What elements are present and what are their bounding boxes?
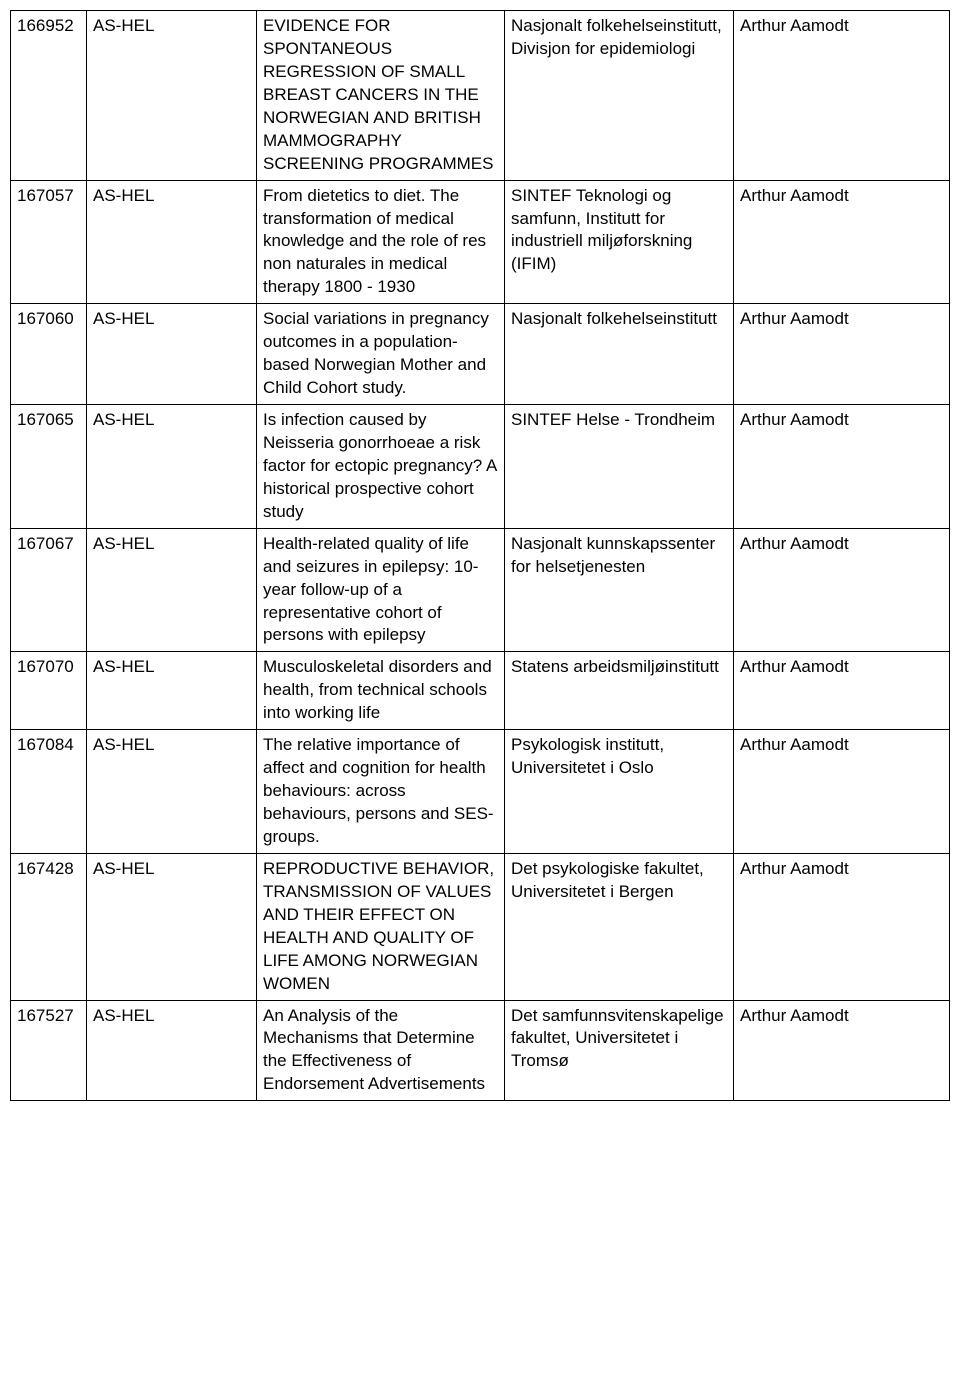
cell-institution: SINTEF Helse - Trondheim <box>505 405 734 529</box>
cell-institution: Nasjonalt kunnskapssenter for helsetjene… <box>505 528 734 652</box>
cell-person: Arthur Aamodt <box>734 853 950 1000</box>
cell-id: 167060 <box>11 304 87 405</box>
data-table: 166952 AS-HEL EVIDENCE FOR SPONTANEOUS R… <box>10 10 950 1101</box>
cell-title: Musculoskeletal disorders and health, fr… <box>257 652 505 730</box>
cell-person: Arthur Aamodt <box>734 180 950 304</box>
cell-institution: Det psykologiske fakultet, Universitetet… <box>505 853 734 1000</box>
cell-id: 167065 <box>11 405 87 529</box>
cell-code: AS-HEL <box>87 304 257 405</box>
cell-code: AS-HEL <box>87 853 257 1000</box>
cell-code: AS-HEL <box>87 528 257 652</box>
cell-code: AS-HEL <box>87 405 257 529</box>
cell-id: 166952 <box>11 11 87 181</box>
cell-person: Arthur Aamodt <box>734 528 950 652</box>
cell-code: AS-HEL <box>87 730 257 854</box>
cell-person: Arthur Aamodt <box>734 730 950 854</box>
table-row: 167527 AS-HEL An Analysis of the Mechani… <box>11 1000 950 1101</box>
cell-id: 167428 <box>11 853 87 1000</box>
cell-title: EVIDENCE FOR SPONTANEOUS REGRESSION OF S… <box>257 11 505 181</box>
table-row: 167084 AS-HEL The relative importance of… <box>11 730 950 854</box>
cell-institution: Statens arbeidsmiljøinstitutt <box>505 652 734 730</box>
cell-code: AS-HEL <box>87 11 257 181</box>
cell-id: 167057 <box>11 180 87 304</box>
table-row: 167060 AS-HEL Social variations in pregn… <box>11 304 950 405</box>
cell-title: Is infection caused by Neisseria gonorrh… <box>257 405 505 529</box>
cell-title: Social variations in pregnancy outcomes … <box>257 304 505 405</box>
cell-institution: Nasjonalt folkehelseinstitutt <box>505 304 734 405</box>
cell-person: Arthur Aamodt <box>734 1000 950 1101</box>
cell-code: AS-HEL <box>87 652 257 730</box>
cell-title: REPRODUCTIVE BEHAVIOR, TRANSMISSION OF V… <box>257 853 505 1000</box>
cell-institution: Det samfunnsvitenskapelige fakultet, Uni… <box>505 1000 734 1101</box>
table-row: 167057 AS-HEL From dietetics to diet. Th… <box>11 180 950 304</box>
table-row: 167428 AS-HEL REPRODUCTIVE BEHAVIOR, TRA… <box>11 853 950 1000</box>
cell-person: Arthur Aamodt <box>734 405 950 529</box>
cell-title: From dietetics to diet. The transformati… <box>257 180 505 304</box>
table-row: 167067 AS-HEL Health-related quality of … <box>11 528 950 652</box>
cell-id: 167067 <box>11 528 87 652</box>
cell-institution: Psykologisk institutt, Universitetet i O… <box>505 730 734 854</box>
cell-institution: Nasjonalt folkehelseinstitutt, Divisjon … <box>505 11 734 181</box>
cell-person: Arthur Aamodt <box>734 652 950 730</box>
cell-institution: SINTEF Teknologi og samfunn, Institutt f… <box>505 180 734 304</box>
cell-title: The relative importance of affect and co… <box>257 730 505 854</box>
cell-code: AS-HEL <box>87 1000 257 1101</box>
cell-id: 167527 <box>11 1000 87 1101</box>
table-row: 166952 AS-HEL EVIDENCE FOR SPONTANEOUS R… <box>11 11 950 181</box>
cell-id: 167070 <box>11 652 87 730</box>
cell-id: 167084 <box>11 730 87 854</box>
table-body: 166952 AS-HEL EVIDENCE FOR SPONTANEOUS R… <box>11 11 950 1101</box>
cell-code: AS-HEL <box>87 180 257 304</box>
cell-title: An Analysis of the Mechanisms that Deter… <box>257 1000 505 1101</box>
table-row: 167065 AS-HEL Is infection caused by Nei… <box>11 405 950 529</box>
table-row: 167070 AS-HEL Musculoskeletal disorders … <box>11 652 950 730</box>
cell-title: Health-related quality of life and seizu… <box>257 528 505 652</box>
cell-person: Arthur Aamodt <box>734 304 950 405</box>
cell-person: Arthur Aamodt <box>734 11 950 181</box>
